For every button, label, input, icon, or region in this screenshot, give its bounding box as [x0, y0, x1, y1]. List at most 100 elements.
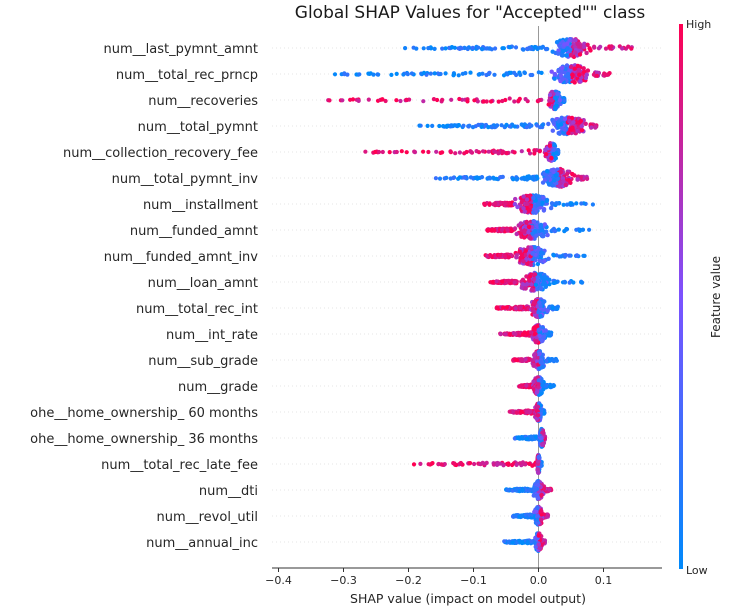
- shap-point: [534, 339, 539, 344]
- x-tick-label: −0.2: [395, 574, 422, 587]
- shap-point: [562, 229, 567, 234]
- shap-point: [491, 227, 496, 232]
- shap-point: [572, 50, 578, 55]
- shap-point: [554, 150, 559, 156]
- shap-point: [477, 72, 482, 77]
- shap-point: [534, 509, 539, 514]
- shap-point: [524, 201, 530, 207]
- shap-point: [479, 175, 485, 180]
- shap-point: [552, 73, 558, 78]
- shap-point: [404, 97, 409, 102]
- shap-point: [459, 46, 464, 51]
- shap-point: [532, 272, 538, 277]
- feature-points-8: [483, 245, 587, 268]
- shap-point: [566, 131, 571, 136]
- shap-point: [486, 149, 491, 154]
- feature-label: num__total_rec_prncp: [116, 68, 258, 83]
- shap-point: [537, 546, 543, 551]
- feature-label: num__total_pymnt_inv: [112, 172, 259, 187]
- shap-point: [497, 253, 502, 258]
- shap-point: [503, 332, 508, 337]
- x-tick-label: 0.0: [530, 574, 548, 587]
- shap-point: [557, 43, 562, 49]
- shap-point: [538, 222, 544, 228]
- feature-label: num__revol_util: [156, 510, 258, 525]
- shap-point: [565, 71, 571, 77]
- shap-point: [394, 149, 399, 155]
- shap-point: [518, 306, 523, 311]
- shap-point: [528, 245, 534, 250]
- shap-point: [533, 544, 538, 550]
- shap-point: [507, 45, 512, 50]
- shap-point: [532, 309, 537, 314]
- shap-point: [535, 408, 540, 414]
- shap-point: [558, 73, 564, 79]
- shap-point: [549, 69, 554, 74]
- shap-point: [375, 72, 380, 77]
- shap-point: [486, 125, 491, 130]
- shap-point: [570, 171, 575, 177]
- shap-point: [545, 232, 550, 238]
- feature-label: num__total_rec_late_fee: [101, 458, 258, 473]
- shap-point: [568, 64, 574, 70]
- shap-point: [568, 126, 573, 132]
- shap-point: [526, 230, 531, 235]
- shap-point: [555, 176, 560, 182]
- shap-point: [539, 492, 544, 498]
- shap-point: [430, 123, 435, 128]
- shap-point: [549, 98, 554, 103]
- shap-point: [524, 197, 530, 202]
- shap-point: [581, 253, 586, 258]
- shap-point: [464, 149, 469, 155]
- shap-point: [373, 149, 378, 155]
- shap-point: [434, 149, 439, 154]
- shap-point: [536, 470, 541, 475]
- shap-point: [518, 383, 524, 388]
- shap-point: [505, 228, 510, 233]
- x-axis-label: SHAP value (impact on model output): [350, 591, 586, 606]
- shap-point: [572, 66, 577, 71]
- shap-point: [536, 327, 542, 332]
- shap-point: [482, 202, 487, 207]
- shap-point: [559, 122, 564, 127]
- shap-point: [557, 98, 563, 103]
- shap-point: [468, 70, 473, 75]
- shap-point: [514, 462, 519, 467]
- shap-point: [398, 98, 403, 104]
- shap-point: [562, 116, 568, 122]
- shap-point: [544, 229, 549, 234]
- shap-point: [539, 251, 544, 256]
- shap-point: [545, 308, 550, 314]
- shap-point: [542, 258, 547, 264]
- chart-title: Global SHAP Values for "Accepted"" class: [295, 3, 646, 23]
- shap-point: [521, 259, 526, 264]
- shap-point: [531, 219, 537, 224]
- shap-point: [431, 97, 436, 102]
- shap-point: [515, 204, 520, 210]
- shap-point: [332, 72, 338, 77]
- shap-point: [493, 201, 498, 206]
- shap-point: [506, 255, 512, 260]
- shap-point: [501, 46, 506, 51]
- shap-point: [554, 201, 559, 206]
- shap-point: [562, 280, 567, 285]
- feature-label: num__total_pymnt: [138, 120, 258, 135]
- shap-point: [531, 300, 537, 305]
- shap-point: [519, 149, 524, 154]
- feature-label: num__last_pymnt_amnt: [103, 42, 258, 57]
- shap-point: [519, 122, 524, 127]
- shap-point: [550, 128, 555, 133]
- shap-point: [510, 540, 515, 545]
- shap-point: [527, 176, 532, 181]
- shap-point: [589, 125, 594, 130]
- shap-point: [535, 275, 541, 280]
- shap-point: [409, 71, 414, 76]
- shap-point: [536, 459, 541, 464]
- shap-point: [417, 123, 422, 128]
- shap-point: [513, 306, 518, 311]
- shap-point: [401, 72, 406, 77]
- shap-point: [480, 47, 485, 52]
- shap-point: [590, 202, 596, 207]
- feature-label: num__installment: [143, 198, 258, 213]
- shap-point: [418, 461, 423, 466]
